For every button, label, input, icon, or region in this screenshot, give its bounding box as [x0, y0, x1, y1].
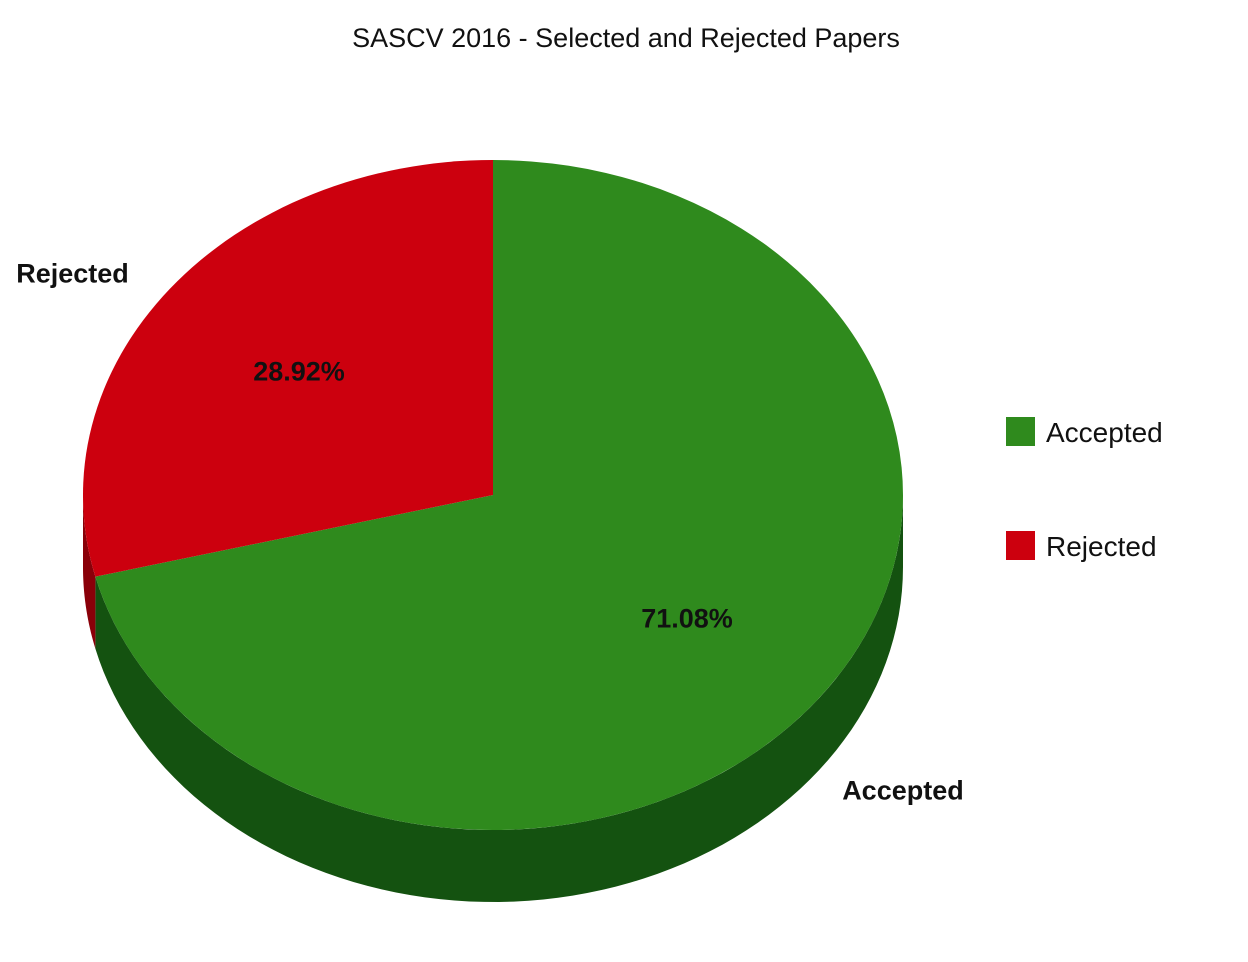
pie-category-label-accepted: Accepted — [842, 776, 964, 806]
chart-title: SASCV 2016 - Selected and Rejected Paper… — [352, 23, 900, 53]
legend-swatch-accepted — [1006, 417, 1035, 446]
pie-side-rejected — [83, 495, 96, 649]
pie-labels: 71.08% Accepted 28.92% Rejected — [16, 259, 964, 806]
legend-swatch-rejected — [1006, 531, 1035, 560]
pie-category-label-rejected: Rejected — [16, 259, 129, 289]
pie-value-label-rejected: 28.92% — [253, 356, 345, 386]
pie-side-walls — [83, 495, 904, 902]
pie-side-accepted — [95, 495, 904, 902]
pie-slice-rejected — [82, 160, 493, 577]
legend-label-rejected: Rejected — [1046, 531, 1157, 562]
legend-label-accepted: Accepted — [1046, 417, 1163, 448]
pie-slice-accepted — [95, 160, 903, 830]
pie-top-slices — [82, 160, 903, 830]
pie-value-label-accepted: 71.08% — [641, 604, 733, 634]
legend: Accepted Rejected — [1006, 417, 1163, 562]
